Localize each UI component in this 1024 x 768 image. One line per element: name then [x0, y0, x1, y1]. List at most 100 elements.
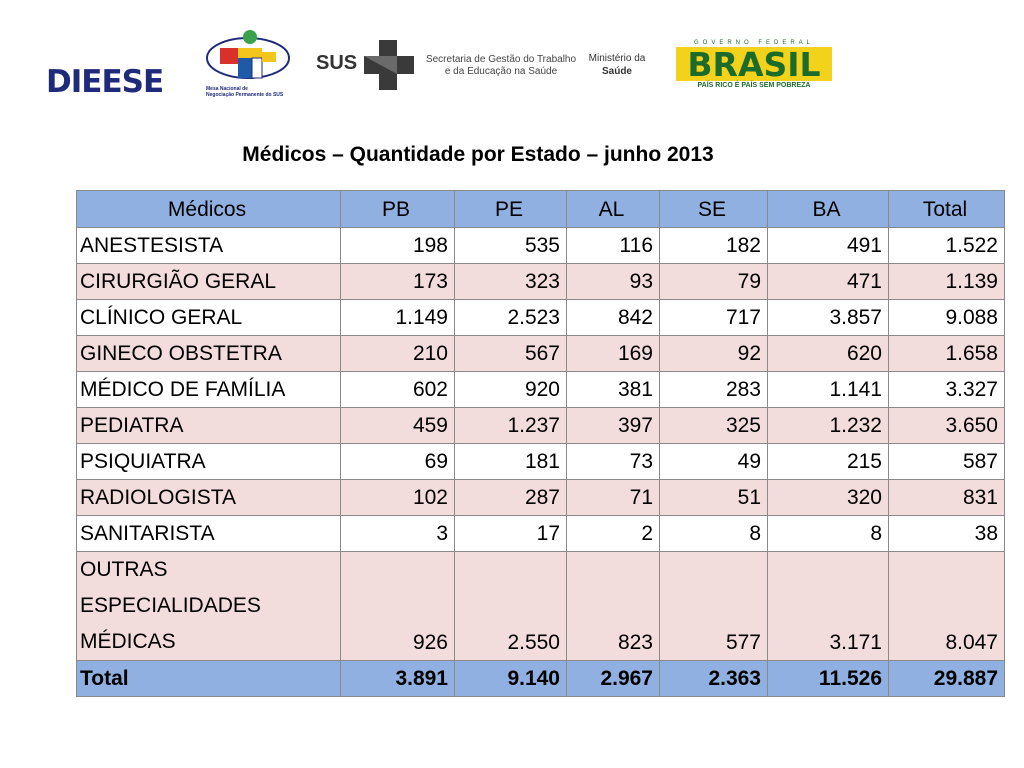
value-cell: 8 [659, 515, 768, 552]
value-cell: 102 [340, 479, 455, 516]
value-cell: 49 [659, 443, 768, 480]
mesa-nacional-logo: Mesa Nacional de Negociação Permanente d… [204, 28, 292, 104]
specialty-cell: RADIOLOGISTA [76, 479, 341, 516]
row-total-cell: 1.139 [888, 263, 1005, 300]
value-cell: 71 [566, 479, 660, 516]
value-cell: 173 [340, 263, 455, 300]
value-cell: 1.237 [454, 407, 567, 444]
value-cell: 323 [454, 263, 567, 300]
row-total-cell: 8.047 [888, 551, 1005, 661]
table-row: ANESTESISTA 198 535 116 182 491 1.522 [76, 227, 1005, 264]
value-cell: 602 [340, 371, 455, 408]
specialty-cell: SANITARISTA [76, 515, 341, 552]
value-cell: 1.141 [767, 371, 889, 408]
specialty-cell: MÉDICO DE FAMÍLIA [76, 371, 341, 408]
dieese-logo: DIEESE [46, 64, 202, 100]
value-cell: 1.149 [340, 299, 455, 336]
value-cell: 842 [566, 299, 660, 336]
value-cell: 69 [340, 443, 455, 480]
grand-total-cell: 29.887 [888, 660, 1005, 697]
row-total-cell: 831 [888, 479, 1005, 516]
column-header: SE [659, 190, 768, 228]
table-row: OUTRAS ESPECIALIDADES MÉDICAS 926 2.550 … [76, 551, 1005, 661]
value-cell: 93 [566, 263, 660, 300]
value-cell: 535 [454, 227, 567, 264]
specialty-cell: OUTRAS ESPECIALIDADES MÉDICAS [76, 551, 341, 661]
specialty-cell: ANESTESISTA [76, 227, 341, 264]
value-cell: 215 [767, 443, 889, 480]
page-title: Médicos – Quantidade por Estado – junho … [242, 143, 714, 166]
total-cell: 9.140 [454, 660, 567, 697]
value-cell: 210 [340, 335, 455, 372]
value-cell: 181 [454, 443, 567, 480]
table-row: PEDIATRA 459 1.237 397 325 1.232 3.650 [76, 407, 1005, 444]
value-cell: 1.232 [767, 407, 889, 444]
column-header: Médicos [76, 190, 341, 228]
specialty-cell: PSIQUIATRA [76, 443, 341, 480]
value-cell: 51 [659, 479, 768, 516]
sgtes-line2: e da Educação na Saúde [444, 66, 558, 77]
row-total-cell: 1.522 [888, 227, 1005, 264]
medicos-table: Médicos PB PE AL SE BA Total ANESTESISTA… [76, 190, 1005, 697]
value-cell: 577 [659, 551, 768, 661]
ms-line2: Saúde [601, 66, 632, 77]
brasil-wordmark-text: BRASIL [687, 47, 820, 81]
column-header: BA [767, 190, 889, 228]
row-total-cell: 3.650 [888, 407, 1005, 444]
value-cell: 17 [454, 515, 567, 552]
value-cell: 198 [340, 227, 455, 264]
value-cell: 717 [659, 299, 768, 336]
value-cell: 3.171 [767, 551, 889, 661]
specialty-cell: CLÍNICO GERAL [76, 299, 341, 336]
value-cell: 169 [566, 335, 660, 372]
value-cell: 471 [767, 263, 889, 300]
value-cell: 459 [340, 407, 455, 444]
value-cell: 92 [659, 335, 768, 372]
specialty-cell: GINECO OBSTETRA [76, 335, 341, 372]
value-cell: 73 [566, 443, 660, 480]
table-row: RADIOLOGISTA 102 287 71 51 320 831 [76, 479, 1005, 516]
value-cell: 381 [566, 371, 660, 408]
total-cell: 3.891 [340, 660, 455, 697]
brasil-slogan: PAÍS RICO É PAÍS SEM POBREZA [697, 82, 811, 89]
column-header: PB [340, 190, 455, 228]
table-header-row: Médicos PB PE AL SE BA Total [76, 190, 1005, 228]
gov-federal-text: GOVERNO FEDERAL [693, 40, 814, 46]
value-cell: 620 [767, 335, 889, 372]
table-row: PSIQUIATRA 69 181 73 49 215 587 [76, 443, 1005, 480]
column-header: PE [454, 190, 567, 228]
value-cell: 283 [659, 371, 768, 408]
mesa-caption: Mesa Nacional de Negociação Permanente d… [206, 86, 296, 98]
value-cell: 3 [340, 515, 455, 552]
ministerio-saude-logo: Ministério da Saúde [582, 52, 652, 78]
value-cell: 8 [767, 515, 889, 552]
mesa-caption-line2: Negociação Permanente do SUS [206, 92, 284, 98]
table-row: CIRURGIÃO GERAL 173 323 93 79 471 1.139 [76, 263, 1005, 300]
column-header: AL [566, 190, 660, 228]
value-cell: 491 [767, 227, 889, 264]
specialty-cell: PEDIATRA [76, 407, 341, 444]
table-row: MÉDICO DE FAMÍLIA 602 920 381 283 1.141 … [76, 371, 1005, 408]
value-cell: 567 [454, 335, 567, 372]
value-cell: 2 [566, 515, 660, 552]
mesa-emblem-icon [206, 30, 290, 79]
total-cell: 11.526 [767, 660, 889, 697]
dieese-logo-text: DIEESE [46, 64, 164, 100]
row-total-cell: 1.658 [888, 335, 1005, 372]
row-total-cell: 38 [888, 515, 1005, 552]
value-cell: 397 [566, 407, 660, 444]
value-cell: 182 [659, 227, 768, 264]
total-label-cell: Total [76, 660, 341, 697]
value-cell: 325 [659, 407, 768, 444]
ms-line1: Ministério da [588, 53, 646, 64]
value-cell: 2.550 [454, 551, 567, 661]
value-cell: 79 [659, 263, 768, 300]
value-cell: 2.523 [454, 299, 567, 336]
value-cell: 823 [566, 551, 660, 661]
value-cell: 3.857 [767, 299, 889, 336]
row-total-cell: 3.327 [888, 371, 1005, 408]
sus-logo-text: SUS [316, 52, 358, 74]
mesa-caption-line1: Mesa Nacional de [206, 86, 248, 92]
total-cell: 2.967 [566, 660, 660, 697]
brasil-wordmark-icon: BRASIL [676, 47, 832, 81]
